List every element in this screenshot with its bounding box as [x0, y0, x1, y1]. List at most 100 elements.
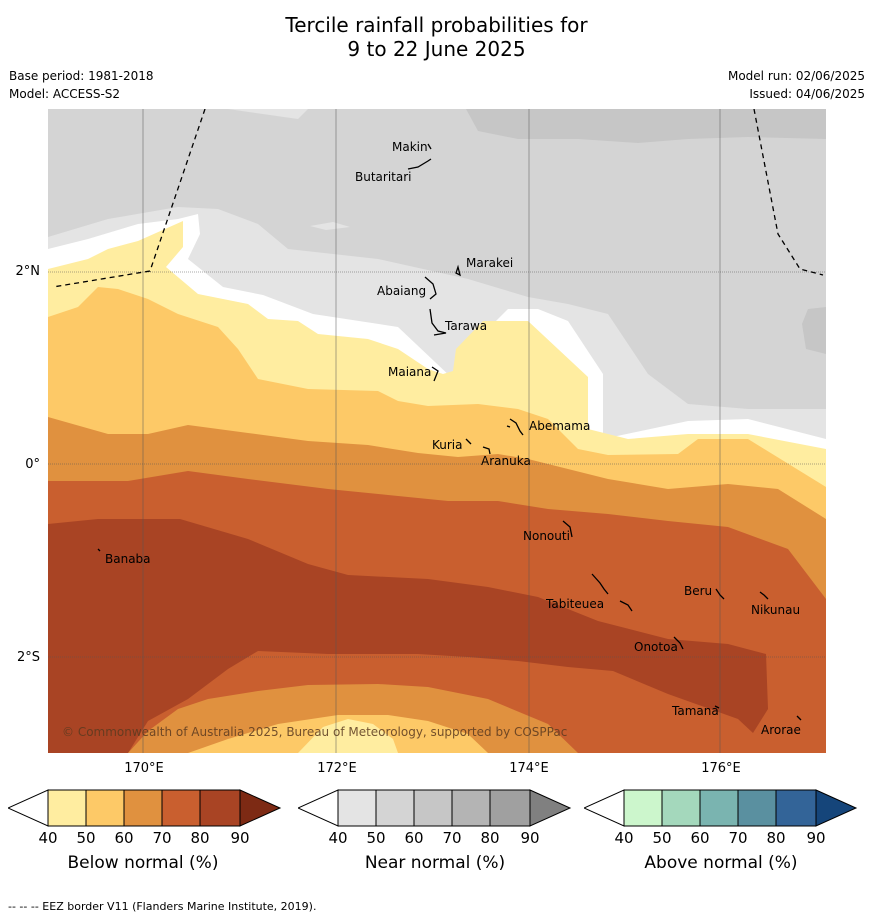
below-normal-colorbar — [8, 789, 282, 827]
issued-date: Issued: 04/06/2025 — [749, 87, 865, 101]
above-tick-50: 50 — [652, 829, 672, 847]
map-title-line2: 9 to 22 June 2025 — [347, 37, 526, 61]
butaritari-island — [407, 158, 432, 170]
near-normal-40-islet — [310, 222, 350, 230]
colorbar-bin-70-80 — [161, 789, 201, 827]
label-tarawa: Tarawa — [444, 319, 487, 333]
above-normal-colorbar — [584, 789, 858, 827]
arorae-island — [796, 715, 802, 721]
label-abemama: Abemama — [529, 419, 590, 433]
label-marakei: Marakei — [466, 256, 513, 270]
colorbar-bin-40-50 — [47, 789, 87, 827]
colorbar-max-arrow — [815, 789, 858, 827]
colorbar-bin-50-60 — [85, 789, 125, 827]
near-tick-80: 80 — [480, 829, 500, 847]
lon-label-170e: 170°E — [124, 761, 164, 776]
eez-footnote: -- -- -- EEZ border V11 (Flanders Marine… — [8, 900, 317, 913]
rainfall-probability-map: Makin Butaritari Marakei Abaiang Tarawa … — [48, 109, 826, 753]
tabiteuea-north-island — [591, 573, 609, 595]
below-normal-40-south — [298, 719, 398, 753]
lon-label-176e: 176°E — [701, 761, 741, 776]
lat-label-equator: 0° — [25, 457, 40, 472]
colorbar-bin-70-80 — [737, 789, 777, 827]
eez-border — [52, 109, 824, 288]
above-tick-80: 80 — [766, 829, 786, 847]
island-labels: Makin Butaritari Marakei Abaiang Tarawa … — [105, 140, 801, 737]
lat-label-2n: 2°N — [15, 264, 41, 279]
label-kuria: Kuria — [432, 438, 463, 452]
near-normal-40-patch-north — [228, 109, 308, 119]
above-normal-label: Above normal (%) — [644, 853, 798, 873]
graticule — [142, 109, 721, 753]
colorbar-min-arrow — [8, 789, 49, 827]
colorbar-bin-80-90 — [775, 789, 817, 827]
near-normal-60-patch — [466, 109, 826, 143]
lat-label-2s: 2°S — [16, 650, 40, 665]
label-butaritari: Butaritari — [355, 170, 412, 184]
map-title-line1: Tercile rainfall probabilities for — [285, 13, 588, 37]
below-tick-50: 50 — [76, 829, 96, 847]
near-tick-40: 40 — [328, 829, 348, 847]
maiana-island — [431, 366, 439, 382]
colorbar-bin-50-60 — [661, 789, 701, 827]
marakei-island — [455, 264, 461, 277]
near-tick-60: 60 — [404, 829, 424, 847]
colorbar-bin-60-70 — [123, 789, 163, 827]
colorbar-min-arrow — [298, 789, 339, 827]
model-name: Model: ACCESS-S2 — [9, 87, 121, 101]
onotoa-island — [673, 636, 684, 650]
label-aranuka: Aranuka — [481, 454, 531, 468]
colorbar-max-arrow — [239, 789, 282, 827]
label-onotoa: Onotoa — [634, 640, 678, 654]
below-normal-label: Below normal (%) — [67, 853, 219, 873]
beru-island — [715, 588, 725, 600]
label-tamana: Tamana — [671, 704, 719, 718]
above-tick-90: 90 — [806, 829, 826, 847]
model-run: Model run: 02/06/2025 — [727, 69, 865, 83]
above-tick-70: 70 — [728, 829, 748, 847]
colorbar-bin-80-90 — [199, 789, 241, 827]
near-normal-60-patch-east — [802, 307, 826, 354]
latitude-lines — [48, 271, 826, 658]
label-nikunau: Nikunau — [751, 603, 800, 617]
label-nonouti: Nonouti — [523, 529, 570, 543]
nikunau-island — [759, 591, 769, 600]
near-tick-50: 50 — [366, 829, 386, 847]
label-tabiteuea: Tabiteuea — [545, 597, 604, 611]
below-tick-60: 60 — [114, 829, 134, 847]
below-tick-70: 70 — [152, 829, 172, 847]
colorbar-bin-50-60 — [375, 789, 415, 827]
tabiteuea-south-island — [619, 600, 633, 612]
copyright-notice: © Commonwealth of Australia 2025, Bureau… — [62, 725, 567, 739]
abemama-island — [509, 418, 524, 436]
near-tick-70: 70 — [442, 829, 462, 847]
makin-island — [427, 143, 432, 150]
label-arorae: Arorae — [761, 723, 801, 737]
lon-label-172e: 172°E — [317, 761, 357, 776]
lon-label-174e: 174°E — [509, 761, 549, 776]
colorbar-bin-60-70 — [699, 789, 739, 827]
island-outlines — [97, 143, 802, 721]
colorbar-bin-40-50 — [337, 789, 377, 827]
label-makin: Makin — [392, 140, 428, 154]
below-normal-80-region — [48, 519, 768, 753]
below-tick-40: 40 — [38, 829, 58, 847]
colorbar-bin-70-80 — [451, 789, 491, 827]
near-normal-label: Near normal (%) — [364, 853, 506, 873]
tarawa-island — [429, 308, 447, 336]
base-period: Base period: 1981-2018 — [9, 69, 154, 83]
above-tick-60: 60 — [690, 829, 710, 847]
banaba-island — [97, 548, 101, 552]
colorbar-bin-80-90 — [489, 789, 531, 827]
label-beru: Beru — [684, 584, 712, 598]
label-maiana: Maiana — [388, 365, 431, 379]
colorbar-min-arrow — [584, 789, 625, 827]
below-tick-90: 90 — [230, 829, 250, 847]
kuria-island — [465, 438, 472, 445]
label-abaiang: Abaiang — [377, 284, 426, 298]
below-tick-80: 80 — [190, 829, 210, 847]
near-normal-colorbar — [298, 789, 572, 827]
above-tick-40: 40 — [614, 829, 634, 847]
near-tick-90: 90 — [520, 829, 540, 847]
nonouti-island — [562, 520, 573, 538]
